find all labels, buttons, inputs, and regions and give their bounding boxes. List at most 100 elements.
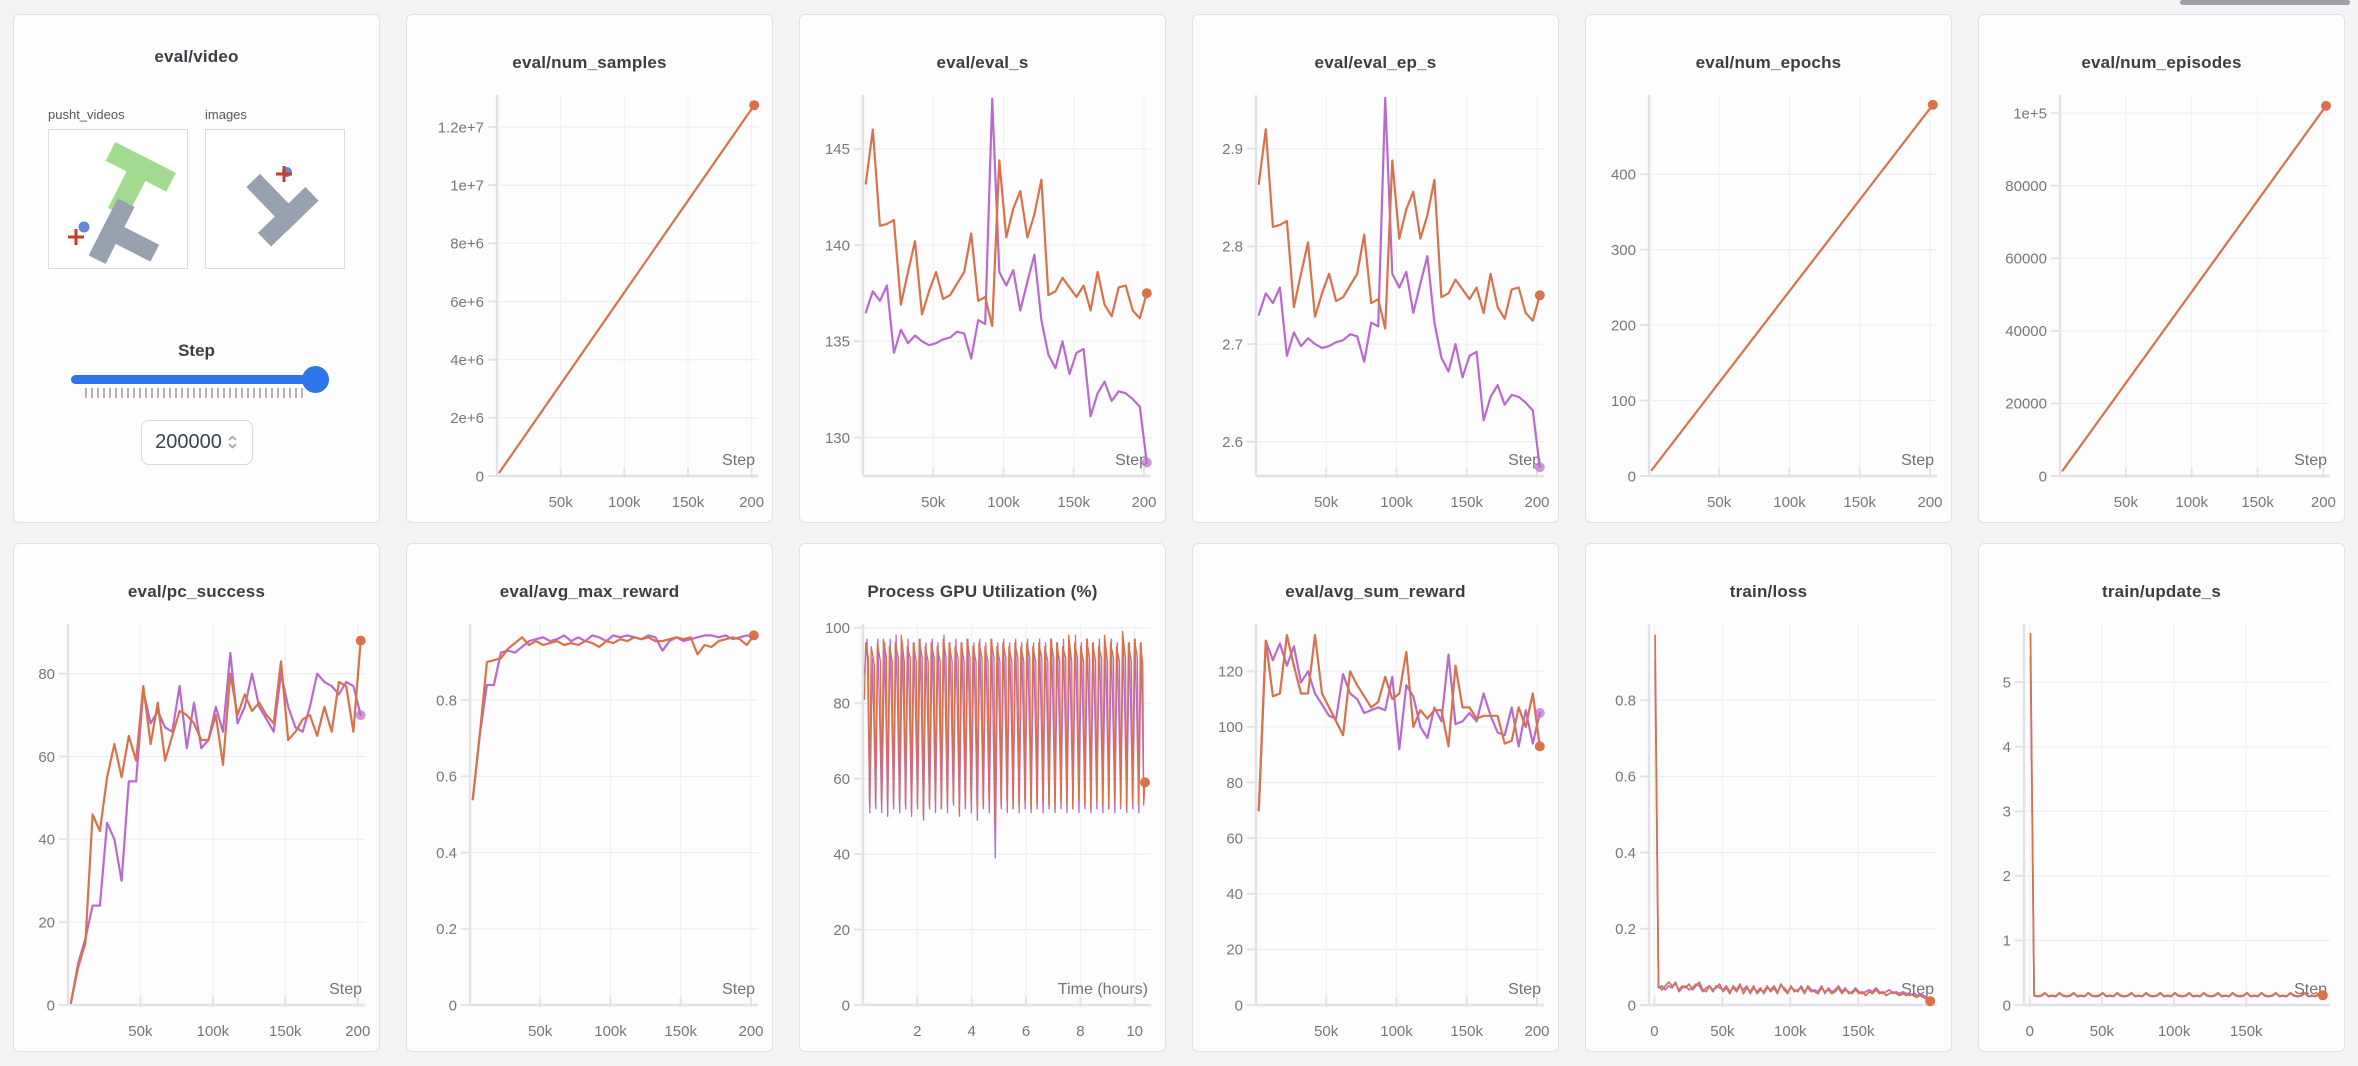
svg-text:100: 100 bbox=[1611, 393, 1636, 410]
svg-text:100k: 100k bbox=[2158, 1023, 2191, 1040]
svg-text:150k: 150k bbox=[1057, 494, 1090, 511]
slider-track[interactable] bbox=[70, 374, 323, 384]
svg-text:80: 80 bbox=[833, 695, 850, 712]
svg-text:200: 200 bbox=[2311, 494, 2336, 511]
svg-text:0: 0 bbox=[2003, 997, 2011, 1014]
panel-title: Process GPU Utilization (%) bbox=[867, 582, 1098, 601]
svg-text:2e+6: 2e+6 bbox=[450, 410, 484, 427]
svg-text:150k: 150k bbox=[269, 1023, 302, 1040]
svg-text:Time (hours): Time (hours) bbox=[1058, 981, 1148, 998]
svg-text:80: 80 bbox=[38, 666, 55, 683]
svg-text:10: 10 bbox=[1126, 1023, 1143, 1040]
svg-text:0.4: 0.4 bbox=[1615, 845, 1636, 862]
svg-text:40: 40 bbox=[38, 832, 55, 849]
svg-text:100: 100 bbox=[825, 620, 850, 637]
svg-text:50k: 50k bbox=[2090, 1023, 2115, 1040]
pusht-video-thumbnail[interactable] bbox=[48, 128, 188, 269]
svg-text:8e+6: 8e+6 bbox=[450, 236, 484, 253]
svg-text:6: 6 bbox=[1022, 1023, 1030, 1040]
slider-handle[interactable] bbox=[301, 365, 329, 393]
svg-text:2: 2 bbox=[913, 1023, 921, 1040]
eval-avg-max-reward-chart[interactable]: 0 0.2 0.4 0.6 0.8 50k 100k 150k 200 Step bbox=[407, 606, 772, 1051]
svg-text:135: 135 bbox=[825, 334, 850, 351]
panel-title: eval/video bbox=[154, 46, 239, 66]
svg-text:50k: 50k bbox=[1314, 494, 1339, 511]
svg-text:0: 0 bbox=[1650, 1023, 1658, 1040]
svg-text:60000: 60000 bbox=[2005, 251, 2047, 268]
svg-text:4: 4 bbox=[968, 1023, 976, 1040]
svg-text:0: 0 bbox=[476, 468, 484, 485]
svg-text:0: 0 bbox=[47, 997, 55, 1014]
svg-text:0: 0 bbox=[842, 997, 850, 1014]
svg-text:1.2e+7: 1.2e+7 bbox=[438, 119, 484, 136]
horizontal-scrollbar[interactable] bbox=[2180, 0, 2350, 5]
svg-text:200: 200 bbox=[1524, 494, 1549, 511]
svg-text:1e+7: 1e+7 bbox=[450, 177, 484, 194]
svg-text:1e+5: 1e+5 bbox=[2013, 105, 2047, 122]
svg-text:60: 60 bbox=[833, 771, 850, 788]
svg-text:200: 200 bbox=[1917, 494, 1942, 511]
svg-text:200: 200 bbox=[738, 1023, 763, 1040]
svg-text:150k: 150k bbox=[1450, 494, 1483, 511]
svg-text:6e+6: 6e+6 bbox=[450, 294, 484, 311]
eval-eval-s-chart[interactable]: 130 135 140 145 50k 100k 150k 200 Step bbox=[800, 77, 1165, 522]
svg-text:50k: 50k bbox=[1710, 1023, 1735, 1040]
svg-text:0.8: 0.8 bbox=[1615, 692, 1636, 709]
panel-title: eval/num_epochs bbox=[1695, 53, 1842, 72]
svg-text:150k: 150k bbox=[2241, 494, 2274, 511]
svg-text:20: 20 bbox=[1226, 942, 1243, 959]
eval-num-epochs-chart[interactable]: 0 100 200 300 400 50k 100k 150k 200 Step bbox=[1586, 77, 1951, 522]
video-panel-body: pusht_videos bbox=[14, 71, 379, 522]
step-slider[interactable] bbox=[70, 365, 329, 398]
svg-text:4e+6: 4e+6 bbox=[450, 352, 484, 369]
panel-eval-num-episodes: eval/num_episodes 0 20000 40000 60000 80000 1… bbox=[1978, 14, 2345, 523]
svg-text:4: 4 bbox=[2003, 739, 2011, 756]
step-number-input[interactable]: 200000 bbox=[140, 419, 253, 465]
svg-text:8: 8 bbox=[1076, 1023, 1084, 1040]
gpu-utilization-chart[interactable]: 0 20 40 60 80 100 2 4 6 8 10 Time (hours) bbox=[800, 606, 1165, 1051]
svg-text:3: 3 bbox=[2003, 804, 2011, 821]
images-block: images bbox=[205, 107, 345, 269]
eval-num-samples-chart[interactable]: 0 2e+6 4e+6 6e+6 8e+6 1e+7 1.2e+7 50k 100k 150k 20… bbox=[407, 77, 772, 522]
panel-eval-eval-s: eval/eval_s 130 135 140 145 50k 100k 150k 200 St… bbox=[799, 14, 1166, 523]
panel-eval-avg-max-reward: eval/avg_max_reward 0 0.2 0.4 0.6 0.8 50k 100k… bbox=[406, 543, 773, 1052]
svg-text:100k: 100k bbox=[197, 1023, 230, 1040]
svg-text:0: 0 bbox=[1628, 997, 1636, 1014]
svg-text:0.4: 0.4 bbox=[436, 845, 457, 862]
eval-avg-sum-reward-chart[interactable]: 0 20 40 60 80 100 120 50k 100k 150k 200 Step bbox=[1193, 606, 1558, 1051]
svg-text:100k: 100k bbox=[1773, 494, 1806, 511]
svg-text:1: 1 bbox=[2003, 933, 2011, 950]
svg-text:2: 2 bbox=[2003, 868, 2011, 885]
panel-title: train/update_s bbox=[2102, 582, 2221, 601]
svg-text:100k: 100k bbox=[1380, 494, 1413, 511]
images-thumbnail[interactable] bbox=[205, 128, 345, 269]
svg-text:2.9: 2.9 bbox=[1222, 141, 1243, 158]
svg-text:Step: Step bbox=[722, 452, 755, 469]
svg-text:100k: 100k bbox=[2175, 494, 2208, 511]
svg-text:0.6: 0.6 bbox=[436, 769, 457, 786]
svg-text:0.2: 0.2 bbox=[436, 921, 457, 938]
step-widget: Step 200000 bbox=[14, 341, 379, 465]
svg-text:0: 0 bbox=[449, 997, 457, 1014]
svg-text:50k: 50k bbox=[128, 1023, 153, 1040]
svg-text:150k: 150k bbox=[664, 1023, 697, 1040]
svg-text:80: 80 bbox=[1226, 775, 1243, 792]
panel-gpu-utilization: Process GPU Utilization (%) 0 20 40 60 80 100… bbox=[799, 543, 1166, 1052]
number-stepper-icon[interactable] bbox=[227, 433, 238, 451]
svg-text:0: 0 bbox=[1235, 997, 1243, 1014]
svg-text:100k: 100k bbox=[594, 1023, 627, 1040]
eval-eval-ep-s-chart[interactable]: 2.6 2.7 2.8 2.9 50k 100k 150k 200 Step bbox=[1193, 77, 1558, 522]
eval-num-episodes-chart[interactable]: 0 20000 40000 60000 80000 1e+5 50k 100k 150k 200 S… bbox=[1979, 77, 2344, 522]
svg-text:50k: 50k bbox=[528, 1023, 553, 1040]
svg-text:0: 0 bbox=[2039, 468, 2047, 485]
eval-pc-success-chart[interactable]: 0 20 40 60 80 50k 100k 150k 200 Step bbox=[14, 606, 379, 1051]
svg-text:150k: 150k bbox=[2230, 1023, 2263, 1040]
svg-text:80000: 80000 bbox=[2005, 178, 2047, 195]
panel-train-update-s: train/update_s 0 1 2 3 4 5 0 50k 100k 150k Step bbox=[1978, 543, 2345, 1052]
svg-text:20: 20 bbox=[833, 922, 850, 939]
goal-dot bbox=[78, 221, 90, 233]
svg-text:0.6: 0.6 bbox=[1615, 769, 1636, 786]
